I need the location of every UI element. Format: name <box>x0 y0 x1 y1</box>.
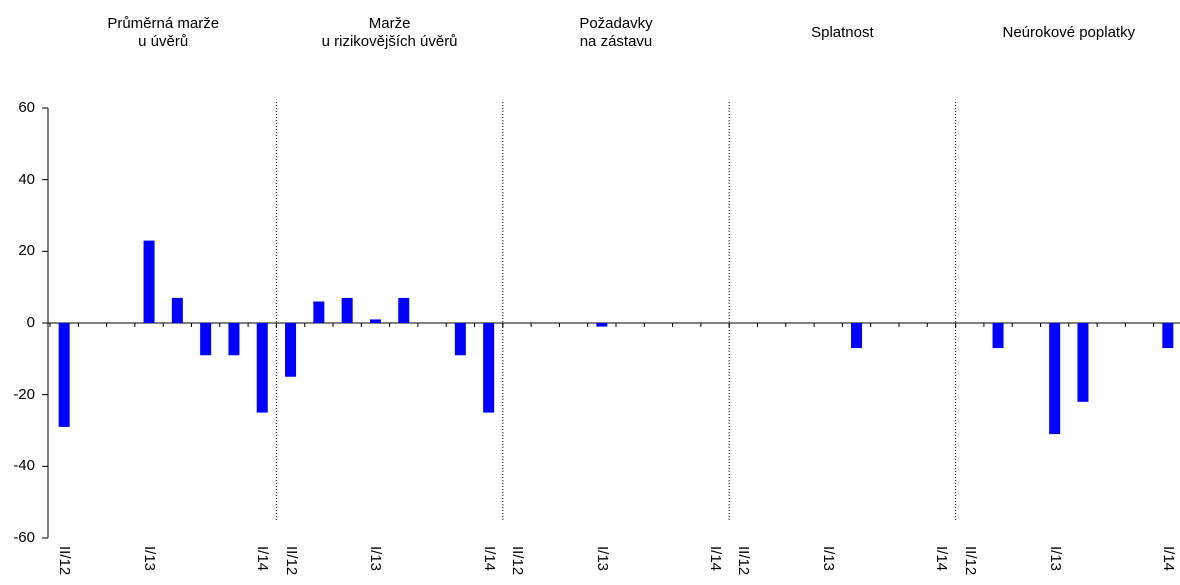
y-tick-label: 60 <box>18 99 35 116</box>
x-tick-label: I/14 <box>254 546 272 572</box>
bar <box>596 323 608 327</box>
x-tick-label: I/14 <box>480 546 498 572</box>
bar <box>398 297 410 323</box>
bar <box>1162 323 1174 349</box>
panel-title: Průměrná marže u úvěrů <box>107 15 220 50</box>
bar <box>454 323 466 356</box>
x-tick-label: I/14 <box>707 546 725 572</box>
bar <box>992 323 1004 349</box>
bar <box>200 323 212 356</box>
axes <box>42 102 1180 539</box>
bar <box>58 323 70 427</box>
panel-title: Požadavky na zástavu <box>579 15 653 50</box>
x-tick-label: I/14 <box>933 546 951 572</box>
panel-title: Marže u rizikovějších úvěrů <box>321 15 458 50</box>
bar <box>1049 323 1061 435</box>
bar <box>143 240 155 323</box>
bar <box>228 323 240 356</box>
bar <box>341 297 353 323</box>
y-tick-label: 20 <box>18 242 35 260</box>
x-tick-label: I/13 <box>1046 546 1064 572</box>
x-tick-label: II/12 <box>961 546 979 576</box>
x-tick-label: I/13 <box>367 546 385 572</box>
x-tick-label: I/13 <box>593 546 611 572</box>
bar <box>313 301 325 323</box>
panel-title: Splatnost <box>811 24 874 41</box>
bar <box>1077 323 1089 402</box>
bar <box>483 323 495 413</box>
bar <box>171 297 183 323</box>
x-tick-label: II/12 <box>56 546 74 576</box>
x-tick-label: I/14 <box>1159 546 1177 572</box>
bar <box>369 319 381 323</box>
bar <box>851 323 863 349</box>
y-tick-label: -20 <box>13 385 35 403</box>
y-tick-label: 40 <box>18 170 35 188</box>
bar <box>285 323 297 377</box>
x-tick-label: II/12 <box>508 546 526 576</box>
bars <box>58 240 1174 435</box>
y-tick-label: -40 <box>13 457 35 475</box>
x-tick-label: II/12 <box>735 546 753 576</box>
x-tick-label: I/13 <box>141 546 159 572</box>
x-tick-label: I/13 <box>820 546 838 572</box>
panel-title: Neúrokové poplatky <box>1002 24 1136 41</box>
y-tick-label: 0 <box>26 314 35 331</box>
bar <box>256 323 268 413</box>
y-tick-label: -60 <box>13 529 35 546</box>
x-tick-label: II/12 <box>282 546 300 576</box>
